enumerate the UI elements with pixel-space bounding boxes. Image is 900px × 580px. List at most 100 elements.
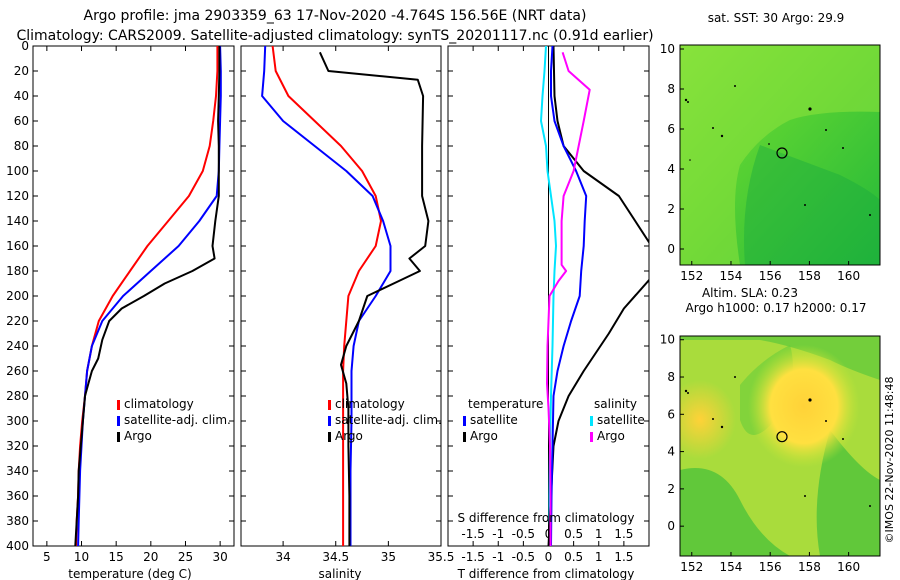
- y-tick-label: 260: [6, 364, 29, 378]
- map-x-tick-label: 154: [720, 560, 743, 574]
- x-tick-label: 15: [109, 550, 124, 564]
- salinity-panel: 34 34.5 35 35.5: [240, 45, 455, 564]
- y-tick-label: 400: [6, 539, 29, 553]
- x-tick-label: -1.5: [461, 550, 484, 564]
- legend-label-s-argo: Argo: [597, 429, 625, 443]
- y-tick-label: 80: [14, 139, 29, 153]
- difference-panel: -1.5-1-0.500.511.5-1.5-1-0.500.511.5: [447, 45, 650, 564]
- legend-swatch-climatology: [117, 400, 120, 410]
- legend-swatch-argo: [117, 432, 120, 442]
- sla-map-title: Altim. SLA: 0.23: [702, 286, 798, 300]
- temperature-panel: 0 20 40 60 80 100 120 140 160 180 200 220 240 260 280 3…: [6, 39, 235, 564]
- map-y-tick-label: 6: [667, 122, 675, 136]
- series-line-s-argo: [546, 51, 591, 546]
- map-y-tick-label: 10: [660, 333, 675, 347]
- x-tick-label: 5: [43, 550, 51, 564]
- y-tick-label: 180: [6, 264, 29, 278]
- legend-swatch-climatology: [328, 400, 331, 410]
- map-y-tick-label: 2: [667, 482, 675, 496]
- x-tick-label: 20: [143, 550, 158, 564]
- legend-swatch-t-satellite: [463, 416, 466, 426]
- map-y-tick-label: 4: [667, 445, 675, 459]
- x-tick-label-salinity: -1.5: [461, 527, 484, 541]
- sla-map-title2: Argo h1000: 0.17 h2000: 0.17: [686, 301, 867, 315]
- map-x-tick-label: 152: [680, 560, 703, 574]
- x-tick-label: 1: [595, 550, 603, 564]
- x-tick-label: 35: [381, 550, 396, 564]
- x-tick-label: 10: [74, 550, 89, 564]
- x-tick-label: 25: [178, 550, 193, 564]
- sst-cool-region: [744, 145, 880, 265]
- y-tick-label: 120: [6, 189, 29, 203]
- y-tick-label: 100: [6, 164, 29, 178]
- map-y-tick-label: 2: [667, 202, 675, 216]
- legend-label-argo: Argo: [124, 429, 152, 443]
- legend-label-satellite: satellite-adj. clim.: [335, 413, 442, 427]
- legend-title-salinity: salinity: [594, 397, 637, 411]
- sla-warm-anomaly-west: [680, 336, 880, 556]
- y-tick-label: 380: [6, 514, 29, 528]
- legend-label-t-argo: Argo: [470, 429, 498, 443]
- legend-label-argo: Argo: [335, 429, 363, 443]
- difference-legend: temperature satellite Argo salinity sate…: [463, 397, 645, 443]
- sst-map-title: sat. SST: 30 Argo: 29.9: [708, 11, 845, 25]
- map-y-tick-label: 8: [667, 82, 675, 96]
- legend-swatch-argo: [328, 432, 331, 442]
- series-line-climatology: [271, 46, 382, 546]
- map-y-tick-label: 10: [660, 42, 675, 56]
- y-tick-label: 140: [6, 214, 29, 228]
- sst-map-frame: [679, 44, 881, 266]
- plot-frame: [32, 45, 235, 547]
- x-tick-label: 30: [212, 550, 227, 564]
- map-y-tick-label: 6: [667, 407, 675, 421]
- map-y-tick-label: 4: [667, 162, 675, 176]
- temperature-xlabel: temperature (deg C): [68, 567, 191, 580]
- plot-frame: [240, 45, 442, 547]
- y-tick-label: 60: [14, 114, 29, 128]
- map-x-tick-label: 156: [759, 269, 782, 283]
- legend-swatch-satellite: [328, 416, 331, 426]
- series-line-t-satellite: [540, 46, 557, 546]
- legend-label-satellite: satellite-adj. clim.: [124, 413, 231, 427]
- sst-argo-position-marker: [776, 147, 788, 159]
- sst-coastline: [684, 85, 871, 216]
- x-tick-label-salinity: 1.5: [614, 527, 633, 541]
- x-tick-label-salinity: 1: [595, 527, 603, 541]
- legend-swatch-s-satellite: [590, 416, 593, 426]
- figure-title-line2: Climatology: CARS2009. Satellite-adjuste…: [16, 28, 653, 44]
- map-x-tick-label: 152: [680, 269, 703, 283]
- map-y-tick-label: 8: [667, 370, 675, 384]
- y-tick-label: 20: [14, 64, 29, 78]
- temperature-legend: climatology satellite-adj. clim. Argo: [117, 397, 231, 443]
- map-x-tick-label: 160: [837, 269, 860, 283]
- sst-warm-region: [680, 45, 880, 265]
- series-line-satellite-adj-clim-: [261, 46, 392, 546]
- series-line-s-satellite: [550, 46, 588, 546]
- map-x-tick-label: 158: [798, 560, 821, 574]
- sla-argo-position-marker: [776, 431, 788, 443]
- figure-title-line1: Argo profile: jma 2903359_63 17-Nov-2020…: [84, 8, 587, 24]
- y-tick-label: 200: [6, 289, 29, 303]
- y-tick-label: 240: [6, 339, 29, 353]
- x-tick-label: 34: [275, 550, 290, 564]
- y-tick-label: 320: [6, 439, 29, 453]
- x-tick-label: 35.5: [428, 550, 455, 564]
- y-tick-label: 0: [21, 39, 29, 53]
- y-tick-label: 280: [6, 389, 29, 403]
- x-tick-label: 34.5: [322, 550, 349, 564]
- x-tick-label: 0: [545, 550, 553, 564]
- legend-swatch-satellite: [117, 416, 120, 426]
- series-line-argo: [318, 51, 430, 546]
- sst-map-axes: 152 154 156 158 160 0 2 4 6 8 10: [660, 42, 860, 283]
- x-tick-label: -1: [492, 550, 504, 564]
- difference-xlabel-salinity: S difference from climatology: [458, 511, 635, 525]
- map-y-tick-label: 0: [667, 519, 675, 533]
- y-tick-label: 360: [6, 489, 29, 503]
- legend-swatch-s-argo: [590, 432, 593, 442]
- legend-label-climatology: climatology: [335, 397, 405, 411]
- sla-map-axes: 152 154 156 158 160 0 2 4 6 8 10: [660, 333, 860, 574]
- x-tick-label-salinity: -1: [492, 527, 504, 541]
- salinity-legend: climatology satellite-adj. clim. Argo: [328, 397, 442, 443]
- legend-label-t-satellite: satellite: [470, 413, 518, 427]
